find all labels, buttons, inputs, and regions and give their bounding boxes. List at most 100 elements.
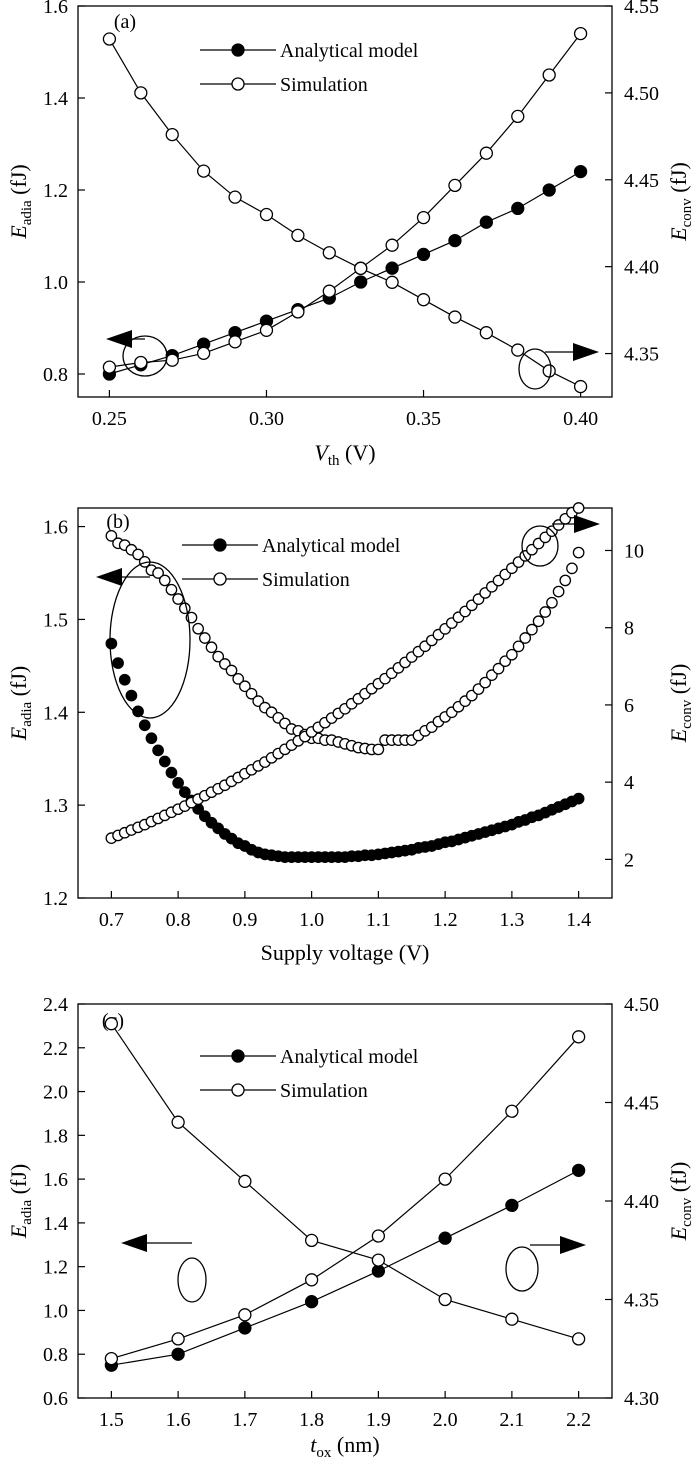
data-point — [125, 689, 138, 702]
data-point — [572, 502, 585, 514]
x-tick-label: 2.1 — [499, 1409, 524, 1431]
data-point — [479, 676, 492, 689]
panel-a: 0.25 0.30 0.35 0.40 0.8 1.0 1.2 1.4 1.6 4.35 4.40 4… — [6, 0, 695, 469]
y-tick-label-right: 4.50 — [624, 994, 659, 1016]
data-point — [134, 355, 148, 370]
panel-label: (b) — [106, 511, 129, 533]
series-1 — [105, 637, 585, 863]
y-axis-label-left: Eadia (fJ) — [6, 1164, 35, 1239]
x-tick-label: 1.2 — [433, 909, 458, 931]
data-point — [511, 109, 525, 124]
legend: Analytical model Simulation — [200, 40, 419, 96]
y-tick-label-right: 8 — [624, 618, 634, 640]
y-tick-label-left: 1.0 — [43, 1300, 68, 1322]
data-point — [385, 238, 399, 252]
legend-label: Analytical model — [280, 1046, 419, 1068]
y-tick-label-left: 1.2 — [43, 180, 68, 202]
x-tick-label: 1.6 — [166, 1409, 191, 1431]
data-point — [232, 673, 245, 685]
x-tick-label: 2.2 — [566, 1409, 591, 1431]
y-tick-label-left: 0.8 — [43, 364, 68, 386]
y-tick-label-right: 4.30 — [624, 1388, 659, 1410]
x-tick-label: 0.9 — [232, 909, 257, 931]
y-tick-label-right: 4.55 — [624, 0, 659, 18]
data-point — [259, 207, 274, 222]
data-point — [371, 1264, 386, 1278]
annotation-ellipse — [521, 525, 559, 567]
y-tick-label-left: 2.4 — [43, 994, 68, 1016]
data-point — [448, 233, 462, 248]
annotation-arrowhead — [574, 515, 600, 533]
data-point — [158, 574, 171, 587]
y-tick-label-right: 10 — [624, 540, 644, 562]
series-3 — [105, 502, 585, 844]
data-point — [291, 305, 305, 319]
data-point — [118, 673, 131, 686]
y-tick-label-left: 1.8 — [43, 1125, 68, 1147]
data-point — [573, 164, 588, 179]
data-point — [573, 379, 588, 394]
y-tick-label-left: 1.2 — [43, 888, 68, 910]
data-point — [511, 343, 525, 357]
data-point — [138, 719, 151, 732]
legend-marker — [231, 1049, 245, 1063]
series-line — [111, 1169, 579, 1366]
legend-marker — [213, 572, 227, 586]
data-point — [416, 247, 431, 262]
series-line — [109, 33, 582, 368]
y-tick-label-right: 4.35 — [624, 344, 659, 366]
annotation-ellipse — [505, 1246, 539, 1292]
data-point — [438, 1231, 452, 1245]
data-point — [438, 1172, 452, 1186]
data-point — [572, 546, 585, 559]
data-point — [238, 1174, 252, 1188]
annotation-ellipse — [177, 1257, 207, 1303]
x-tick-label: 1.5 — [99, 1409, 124, 1431]
data-point — [152, 744, 164, 757]
data-point — [532, 615, 545, 628]
x-tick-label: 1.9 — [366, 1409, 391, 1431]
data-point — [506, 648, 518, 661]
x-tick-label: 1.4 — [566, 909, 591, 931]
series-1 — [104, 1163, 586, 1372]
x-tick-label: 0.40 — [563, 408, 598, 430]
x-tick-label: 1.7 — [232, 1409, 257, 1431]
y-tick-label-right: 4.50 — [624, 83, 659, 105]
data-point — [304, 1273, 319, 1287]
panel-c: 1.5 1.6 1.7 1.8 1.9 2.0 2.1 2.2 0.6 0.8 1.0 1.2 1.4 1… — [6, 994, 695, 1461]
data-point — [238, 1321, 252, 1335]
legend: Analytical model Simulation — [182, 535, 401, 591]
data-point — [385, 261, 399, 275]
legend-label: Analytical model — [262, 535, 401, 557]
y-tick-label-left: 0.8 — [43, 1344, 68, 1366]
data-point — [165, 583, 178, 596]
data-point — [354, 261, 368, 276]
x-tick-label: 0.7 — [99, 909, 124, 931]
y-tick-label-right: 2 — [624, 849, 634, 871]
data-point — [511, 201, 525, 216]
annotation-arrowhead — [573, 343, 599, 361]
y-tick-label-right: 4.45 — [624, 170, 659, 192]
y-tick-label-left: 1.4 — [43, 88, 68, 110]
data-point — [542, 364, 556, 378]
y-tick-label-right: 4 — [624, 772, 634, 794]
y-tick-label-left: 1.6 — [43, 1169, 68, 1191]
y-tick-label-left: 1.4 — [43, 1213, 68, 1235]
data-point — [196, 164, 211, 178]
data-point — [205, 641, 218, 654]
legend-label: Analytical model — [280, 40, 419, 62]
x-tick-label: 2.0 — [433, 1409, 458, 1431]
data-point — [112, 657, 124, 669]
data-point — [448, 178, 462, 193]
data-point — [519, 632, 532, 644]
data-point — [102, 32, 117, 46]
data-point — [171, 1332, 185, 1346]
series-line — [111, 1036, 580, 1360]
y-tick-label-left: 1.2 — [43, 1257, 68, 1279]
series-2 — [102, 26, 588, 374]
annotation-ellipse — [109, 561, 191, 719]
annotation-arrowhead — [560, 1236, 586, 1254]
x-tick-label: 0.35 — [406, 408, 441, 430]
data-point — [171, 1115, 185, 1129]
